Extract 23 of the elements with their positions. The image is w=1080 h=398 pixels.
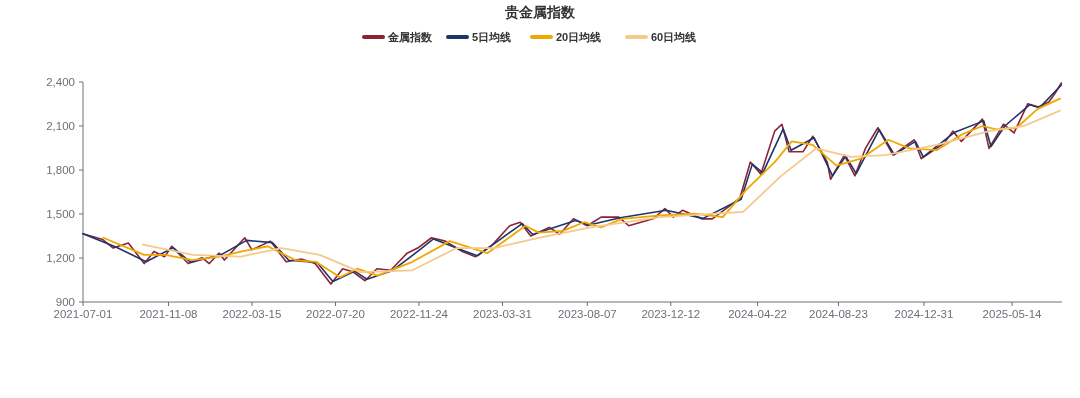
chart-title: 贵金属指数	[504, 4, 576, 20]
x-tick-label: 2023-08-07	[557, 308, 617, 320]
x-tick-label: 2022-03-15	[222, 308, 282, 320]
legend-label: 5日均线	[472, 31, 512, 43]
legend-label: 金属指数	[387, 31, 433, 43]
y-tick-label: 2,100	[46, 120, 75, 132]
x-tick-label: 2022-11-24	[389, 308, 449, 320]
y-tick-label: 1,500	[46, 208, 75, 220]
x-tick-label: 2024-12-31	[894, 308, 954, 320]
y-tick-label: 2,400	[46, 76, 75, 88]
legend-label: 20日均线	[556, 31, 602, 43]
x-tick-label: 2023-03-31	[473, 308, 532, 320]
x-tick-label: 2021-07-01	[53, 308, 113, 320]
x-tick-label: 2024-04-22	[728, 308, 787, 320]
x-tick-label: 2024-08-23	[809, 308, 868, 320]
x-tick-label: 2021-11-08	[139, 308, 198, 320]
y-tick-label: 900	[55, 296, 75, 308]
x-tick-label: 2025-05-14	[982, 308, 1043, 320]
y-tick-label: 1,200	[46, 252, 75, 264]
legend-label: 60日均线	[651, 31, 697, 43]
x-tick-label: 2022-07-20	[306, 308, 365, 320]
y-tick-label: 1,800	[46, 164, 75, 176]
x-tick-label: 2023-12-12	[641, 308, 701, 320]
